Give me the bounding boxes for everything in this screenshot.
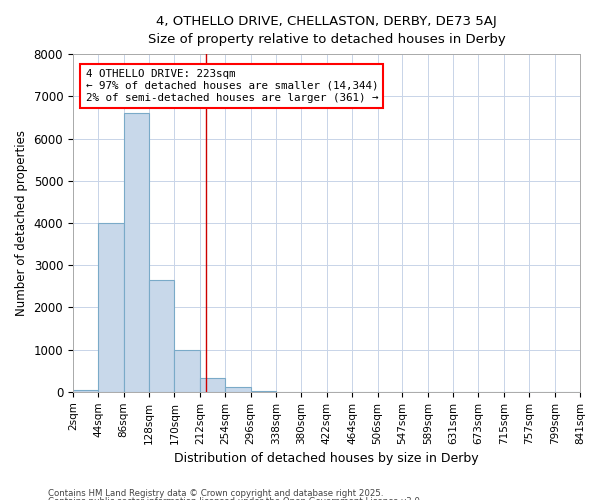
Bar — [149, 280, 175, 392]
Y-axis label: Number of detached properties: Number of detached properties — [15, 130, 28, 316]
Bar — [98, 223, 124, 392]
Bar — [225, 387, 251, 392]
Text: 4 OTHELLO DRIVE: 223sqm
← 97% of detached houses are smaller (14,344)
2% of semi: 4 OTHELLO DRIVE: 223sqm ← 97% of detache… — [86, 70, 378, 102]
Bar — [73, 390, 98, 392]
Bar — [175, 350, 200, 392]
Title: 4, OTHELLO DRIVE, CHELLASTON, DERBY, DE73 5AJ
Size of property relative to detac: 4, OTHELLO DRIVE, CHELLASTON, DERBY, DE7… — [148, 15, 505, 46]
X-axis label: Distribution of detached houses by size in Derby: Distribution of detached houses by size … — [174, 452, 479, 465]
Text: Contains public sector information licensed under the Open Government Licence v3: Contains public sector information licen… — [48, 497, 422, 500]
Text: Contains HM Land Registry data © Crown copyright and database right 2025.: Contains HM Land Registry data © Crown c… — [48, 488, 383, 498]
Bar — [124, 113, 149, 392]
Bar — [200, 378, 225, 392]
